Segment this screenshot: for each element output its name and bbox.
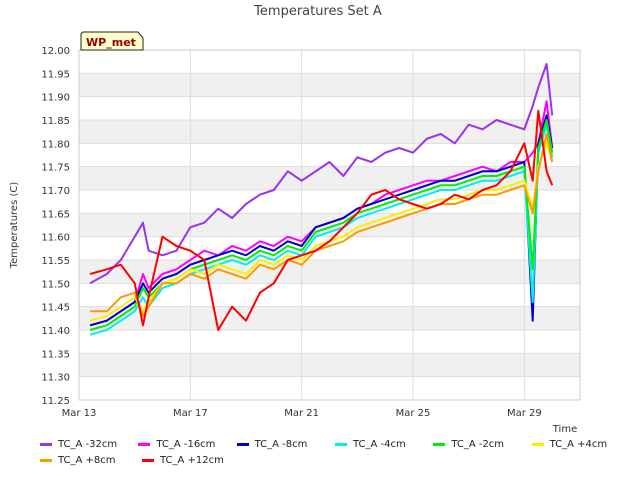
legend-label: TC_A -4cm (352, 438, 406, 450)
legend-label: TC_A -2cm (451, 438, 505, 450)
plot-band (79, 120, 580, 144)
x-tick-labels: Mar 13 Mar 17 Mar 21 Mar 25 Mar 29 (62, 408, 542, 419)
legend-label: TC_A -32cm (58, 438, 118, 450)
plot-background (79, 50, 580, 400)
chart-legend: TC_A -32cm TC_A -16cm TC_A -8cm TC_A -4c… (40, 436, 630, 468)
plot-band (79, 376, 580, 400)
plot-band (79, 306, 580, 330)
y-tick-labels: 11.25 11.30 11.35 11.40 11.45 11.50 11.55 11.60… (41, 46, 70, 407)
plot-band (79, 260, 580, 284)
y-tick-label: 11.50 (41, 279, 70, 290)
legend-item-plus8: TC_A +8cm (40, 455, 142, 466)
y-tick-label: 11.30 (41, 373, 70, 384)
x-tick-label: Mar 17 (173, 408, 208, 419)
legend-swatch (40, 458, 52, 462)
y-tick-label: 11.55 (41, 256, 70, 267)
legend-item-16: TC_A -16cm (138, 439, 236, 450)
legend-label: TC_A -16cm (156, 438, 216, 450)
legend-label: TC_A +12cm (160, 454, 224, 466)
y-tick-label: 11.65 (41, 209, 70, 220)
wp-met-badge: WP_met (80, 31, 144, 51)
y-tick-label: 11.40 (41, 326, 70, 337)
y-axis-label: Temperatures (C) (9, 182, 20, 270)
series-line-3 (89, 123, 554, 336)
plot-band (79, 190, 580, 214)
legend-item-32: TC_A -32cm (40, 439, 138, 450)
y-tick-label: 11.60 (41, 233, 70, 244)
badge-label: WP_met (86, 36, 136, 49)
plot-band (79, 50, 580, 74)
legend-label: TC_A -8cm (254, 438, 308, 450)
legend-swatch (40, 442, 52, 446)
x-axis-label: Time (552, 424, 577, 435)
y-tick-label: 11.90 (41, 93, 70, 104)
legend-swatch (334, 442, 347, 446)
plot-band (79, 73, 580, 97)
plot-frame (78, 49, 581, 401)
y-tick-label: 11.85 (41, 116, 70, 127)
legend-swatch (433, 442, 446, 446)
plot-band (79, 143, 580, 167)
plot-band (79, 330, 580, 354)
x-tick-label: Mar 21 (284, 408, 319, 419)
y-tick-label: 11.25 (41, 396, 70, 407)
x-tick-label: Mar 25 (396, 408, 431, 419)
plot-band (79, 213, 580, 237)
legend-row-1: TC_A -32cm TC_A -16cm TC_A -8cm TC_A -4c… (40, 436, 630, 452)
series-line-2 (89, 114, 554, 327)
legend-item-4: TC_A -4cm (334, 438, 433, 450)
y-tick-label: 11.70 (41, 186, 70, 197)
legend-item-2: TC_A -2cm (433, 439, 531, 450)
y-tick-label: 12.00 (41, 46, 70, 57)
x-tick-label: Mar 29 (507, 408, 542, 419)
y-tick-label: 11.75 (41, 163, 70, 174)
series-lines (89, 63, 554, 336)
y-tick-label: 11.45 (41, 303, 70, 314)
legend-swatch (142, 458, 154, 462)
plot-band (79, 353, 580, 377)
y-tick-label: 11.35 (41, 349, 70, 360)
legend-item-plus4: TC_A +4cm (531, 438, 630, 450)
legend-label: TC_A +8cm (58, 454, 116, 466)
series-line-7 (89, 109, 554, 331)
legend-swatch (138, 442, 151, 446)
series-line-6 (90, 133, 554, 317)
chart-title: Temperatures Set A (253, 4, 382, 19)
plot-band (79, 283, 580, 307)
legend-swatch (236, 442, 249, 446)
plot-band (79, 236, 580, 260)
series-line-0 (89, 63, 554, 285)
legend-item-8: TC_A -8cm (236, 438, 335, 450)
legend-item-plus12: TC_A +12cm (142, 455, 244, 466)
plot-band (79, 96, 580, 120)
y-tick-label: 11.80 (41, 139, 70, 150)
legend-label: TC_A +4cm (549, 438, 608, 450)
y-tick-label: 11.95 (41, 69, 70, 80)
plot-band (79, 166, 580, 190)
legend-row-2: TC_A +8cm TC_A +12cm (40, 452, 630, 468)
x-tick-label: Mar 13 (62, 408, 97, 419)
legend-swatch (531, 442, 544, 446)
